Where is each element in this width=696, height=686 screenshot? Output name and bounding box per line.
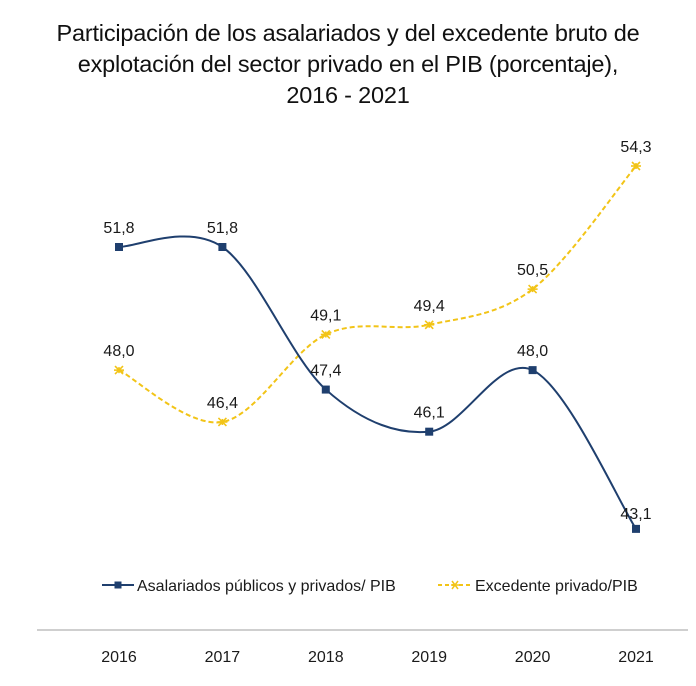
data-point-excedente-2020[interactable]	[527, 284, 538, 294]
x-tick-2018: 2018	[308, 649, 344, 666]
data-label-asalariados-2021: 43,1	[620, 506, 651, 523]
chart-title-line-3: 2016 - 2021	[286, 82, 410, 108]
data-point-excedente-2021[interactable]	[631, 161, 641, 171]
legend-label-excedente: Excedente privado/PIB	[475, 578, 638, 595]
data-point-excedente-2018[interactable]	[320, 329, 331, 340]
data-label-excedente-2019: 49,4	[414, 298, 445, 315]
data-point-excedente-2017[interactable]	[217, 417, 228, 427]
data-point-asalariados-2018[interactable]	[321, 385, 330, 394]
data-point-excedente-2019[interactable]	[424, 320, 435, 330]
x-tick-2021: 2021	[618, 649, 654, 666]
legend-marker-square-icon	[114, 581, 122, 589]
data-point-asalariados-2019[interactable]	[425, 427, 434, 436]
chart-title-line-1: Participación de los asalariados y del e…	[56, 20, 640, 46]
data-labels: 48,0 46,4 49,1 49,4 50,5 54,3 51,8 51,8 47,4 46,1…	[103, 139, 651, 523]
data-point-asalariados-2021[interactable]	[632, 524, 640, 533]
x-tick-2016: 2016	[101, 649, 137, 666]
x-tick-2017: 2017	[205, 649, 241, 666]
legend-item-excedente[interactable]: Excedente privado/PIB	[438, 578, 638, 595]
series-line-excedente	[118, 165, 637, 424]
data-label-asalariados-2018: 47,4	[310, 363, 341, 380]
data-label-excedente-2021: 54,3	[620, 139, 651, 156]
chart-title-line-2: explotación del sector privado en el PIB…	[77, 51, 619, 77]
data-point-asalariados-2016[interactable]	[115, 243, 123, 251]
data-point-excedente-2016[interactable]	[114, 365, 124, 375]
chart-title: Participación de los asalariados y del e…	[0, 18, 696, 111]
data-label-asalariados-2020: 48,0	[517, 343, 548, 360]
legend-label-asalariados: Asalariados públicos y privados/ PIB	[137, 578, 396, 595]
x-axis-tick-labels: 2016 2017 2018 2019 2020 2021	[101, 649, 654, 666]
x-tick-2019: 2019	[411, 649, 447, 666]
data-label-asalariados-2016: 51,8	[103, 220, 134, 237]
series-layer	[114, 161, 641, 533]
data-label-excedente-2020: 50,5	[517, 262, 548, 279]
legend-item-asalariados[interactable]: Asalariados públicos y privados/ PIB	[102, 578, 396, 595]
series-line-asalariados	[118, 235, 637, 530]
data-label-excedente-2016: 48,0	[103, 343, 134, 360]
data-point-asalariados-2017[interactable]	[218, 243, 227, 251]
data-label-excedente-2018: 49,1	[310, 307, 341, 324]
x-tick-2020: 2020	[515, 649, 551, 666]
data-label-excedente-2017: 46,4	[207, 395, 238, 412]
data-point-asalariados-2020[interactable]	[528, 366, 537, 375]
legend-marker-asterisk-icon	[451, 580, 459, 590]
data-label-asalariados-2017: 51,8	[207, 220, 238, 237]
data-label-asalariados-2019: 46,1	[414, 405, 445, 422]
legend: Asalariados públicos y privados/ PIB Exc…	[102, 578, 638, 595]
